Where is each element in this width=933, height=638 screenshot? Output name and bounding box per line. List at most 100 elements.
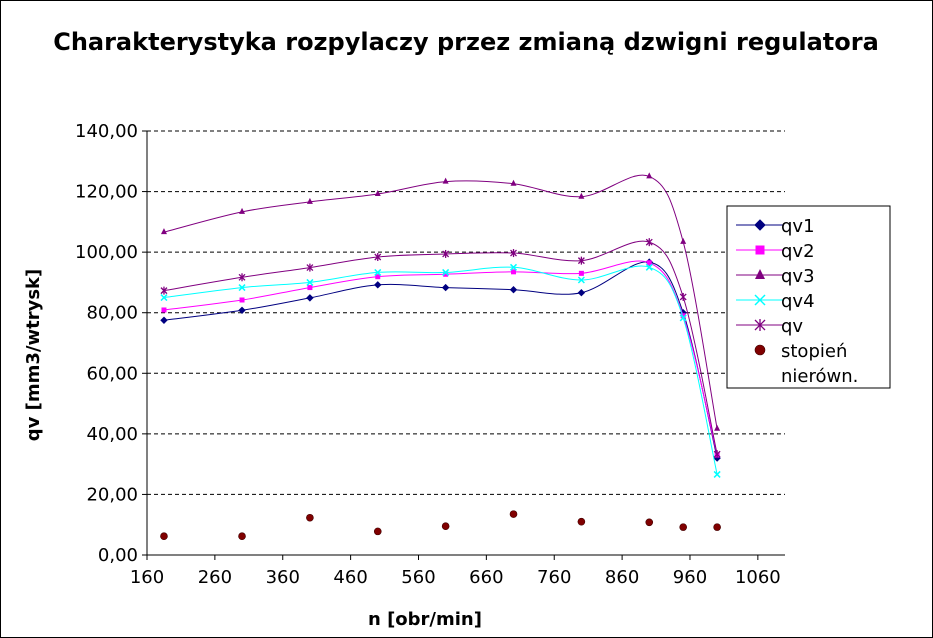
y-tick-label: 0,00 xyxy=(98,545,138,566)
data-point-qv xyxy=(442,249,450,258)
legend-label: qv4 xyxy=(781,291,815,312)
data-point-qv4-stroke xyxy=(679,314,687,322)
data-point-stopie-nier-wn- xyxy=(160,532,168,541)
data-point-qv xyxy=(160,286,168,295)
data-point-qv2 xyxy=(239,297,245,303)
series-line-qv2 xyxy=(163,260,718,456)
data-point-qv1 xyxy=(238,306,246,314)
data-point-qv4-stroke xyxy=(713,470,721,478)
x-tick-label: 1060 xyxy=(735,567,781,588)
legend-marker-stroke xyxy=(754,294,766,306)
data-point-qv4-stroke xyxy=(442,268,450,276)
y-tick-label: 20,00 xyxy=(86,484,138,505)
x-tick-label: 760 xyxy=(537,567,571,588)
data-point-qv3 xyxy=(510,179,517,186)
legend: qv1 qv2 qv3 qv4 qv stopień nierówn. xyxy=(726,205,891,389)
x-tick-label: 660 xyxy=(469,567,503,588)
data-point-qv4 xyxy=(306,278,314,286)
series-line-qv1 xyxy=(163,261,718,459)
x-tick-label: 160 xyxy=(130,567,164,588)
legend-marker xyxy=(754,219,766,231)
data-point-qv4-stroke xyxy=(238,284,246,292)
data-point-qv3 xyxy=(646,172,653,179)
data-point-qv4 xyxy=(509,263,518,271)
data-point-stopie-nier-wn- xyxy=(306,513,314,522)
legend-marker xyxy=(754,294,766,306)
data-point-qv xyxy=(645,238,653,247)
data-point-qv3 xyxy=(306,197,313,204)
data-point-qv2 xyxy=(511,269,517,275)
y-tick-label: 140,00 xyxy=(75,121,138,142)
data-point-stopie-nier-wn- xyxy=(509,510,518,518)
data-point-qv4 xyxy=(713,470,721,478)
legend-marker xyxy=(754,344,766,356)
data-point-qv4-stroke xyxy=(160,294,168,302)
data-point-qv4-stroke xyxy=(577,276,585,284)
y-axis-title: qv [mm3/wtrysk] xyxy=(23,269,44,441)
legend-label: qv3 xyxy=(781,266,815,287)
chart-title: Charakterystyka rozpylaczy przez zmianą … xyxy=(53,28,879,56)
series-line-qv xyxy=(163,240,718,455)
data-point-qv2 xyxy=(646,260,652,266)
data-point-qv1 xyxy=(306,294,314,302)
legend-marker xyxy=(755,269,765,279)
data-point-qv xyxy=(679,292,687,301)
data-point-qv2 xyxy=(307,285,313,291)
data-point-qv1 xyxy=(441,283,450,292)
data-point-qv2 xyxy=(375,274,381,280)
x-tick-label: 460 xyxy=(333,567,367,588)
data-point-qv4 xyxy=(238,284,246,292)
data-point-qv1 xyxy=(577,289,586,297)
data-point-qv3 xyxy=(714,424,721,431)
x-tick-label: 360 xyxy=(266,567,300,588)
x-tick-label: 960 xyxy=(673,567,707,588)
data-point-stopie-nier-wn- xyxy=(577,517,586,526)
data-point-qv2 xyxy=(161,307,167,313)
data-point-qv2 xyxy=(443,271,449,277)
x-tick-label: 260 xyxy=(198,567,232,588)
legend-box xyxy=(726,205,891,389)
legend-label: qv xyxy=(781,316,803,337)
data-point-qv xyxy=(306,263,314,272)
data-point-qv xyxy=(374,252,382,261)
legend-label: stopień xyxy=(781,341,847,362)
data-point-qv4 xyxy=(442,268,450,276)
data-point-qv3 xyxy=(578,192,585,199)
data-point-qv4 xyxy=(160,294,168,302)
data-point-qv xyxy=(510,249,517,258)
data-point-qv1 xyxy=(160,316,168,324)
data-point-qv3 xyxy=(680,237,687,244)
series-line-qv3 xyxy=(163,174,718,429)
data-point-qv3 xyxy=(239,207,246,214)
data-point-qv3 xyxy=(160,228,167,235)
y-tick-label: 120,00 xyxy=(75,182,138,203)
data-point-qv3 xyxy=(374,189,381,196)
data-point-qv4 xyxy=(645,263,653,271)
data-point-stopie-nier-wn- xyxy=(238,532,246,541)
data-point-stopie-nier-wn- xyxy=(373,527,382,536)
y-tick-label: 100,00 xyxy=(75,242,138,263)
x-tick-label: 860 xyxy=(605,567,639,588)
data-point-qv xyxy=(238,273,246,282)
data-point-qv xyxy=(713,450,721,459)
data-point-qv1 xyxy=(509,285,518,294)
data-point-qv4 xyxy=(577,276,585,284)
data-point-qv2 xyxy=(578,270,584,276)
data-point-qv2 xyxy=(680,313,686,319)
legend-label: nierówn. xyxy=(781,366,858,387)
series-line-qv4 xyxy=(163,265,718,475)
data-point-stopie-nier-wn- xyxy=(679,523,687,531)
data-point-qv4-stroke xyxy=(645,263,653,271)
data-point-stopie-nier-wn- xyxy=(645,518,654,527)
legend-label: qv1 xyxy=(781,216,815,237)
y-tick-label: 80,00 xyxy=(86,303,138,324)
x-tick-label: 560 xyxy=(401,567,435,588)
data-point-qv4-stroke xyxy=(509,263,518,271)
plot-area: 0,00 20,00 40,00 60,00 80,00 100,00 120,00 140,… xyxy=(75,121,785,588)
y-tick-label: 40,00 xyxy=(86,424,138,445)
data-point-stopie-nier-wn- xyxy=(713,523,721,531)
data-point-qv xyxy=(577,256,585,265)
legend-marker xyxy=(755,245,765,255)
data-point-qv4-stroke xyxy=(374,268,382,276)
data-point-qv4 xyxy=(374,268,382,276)
